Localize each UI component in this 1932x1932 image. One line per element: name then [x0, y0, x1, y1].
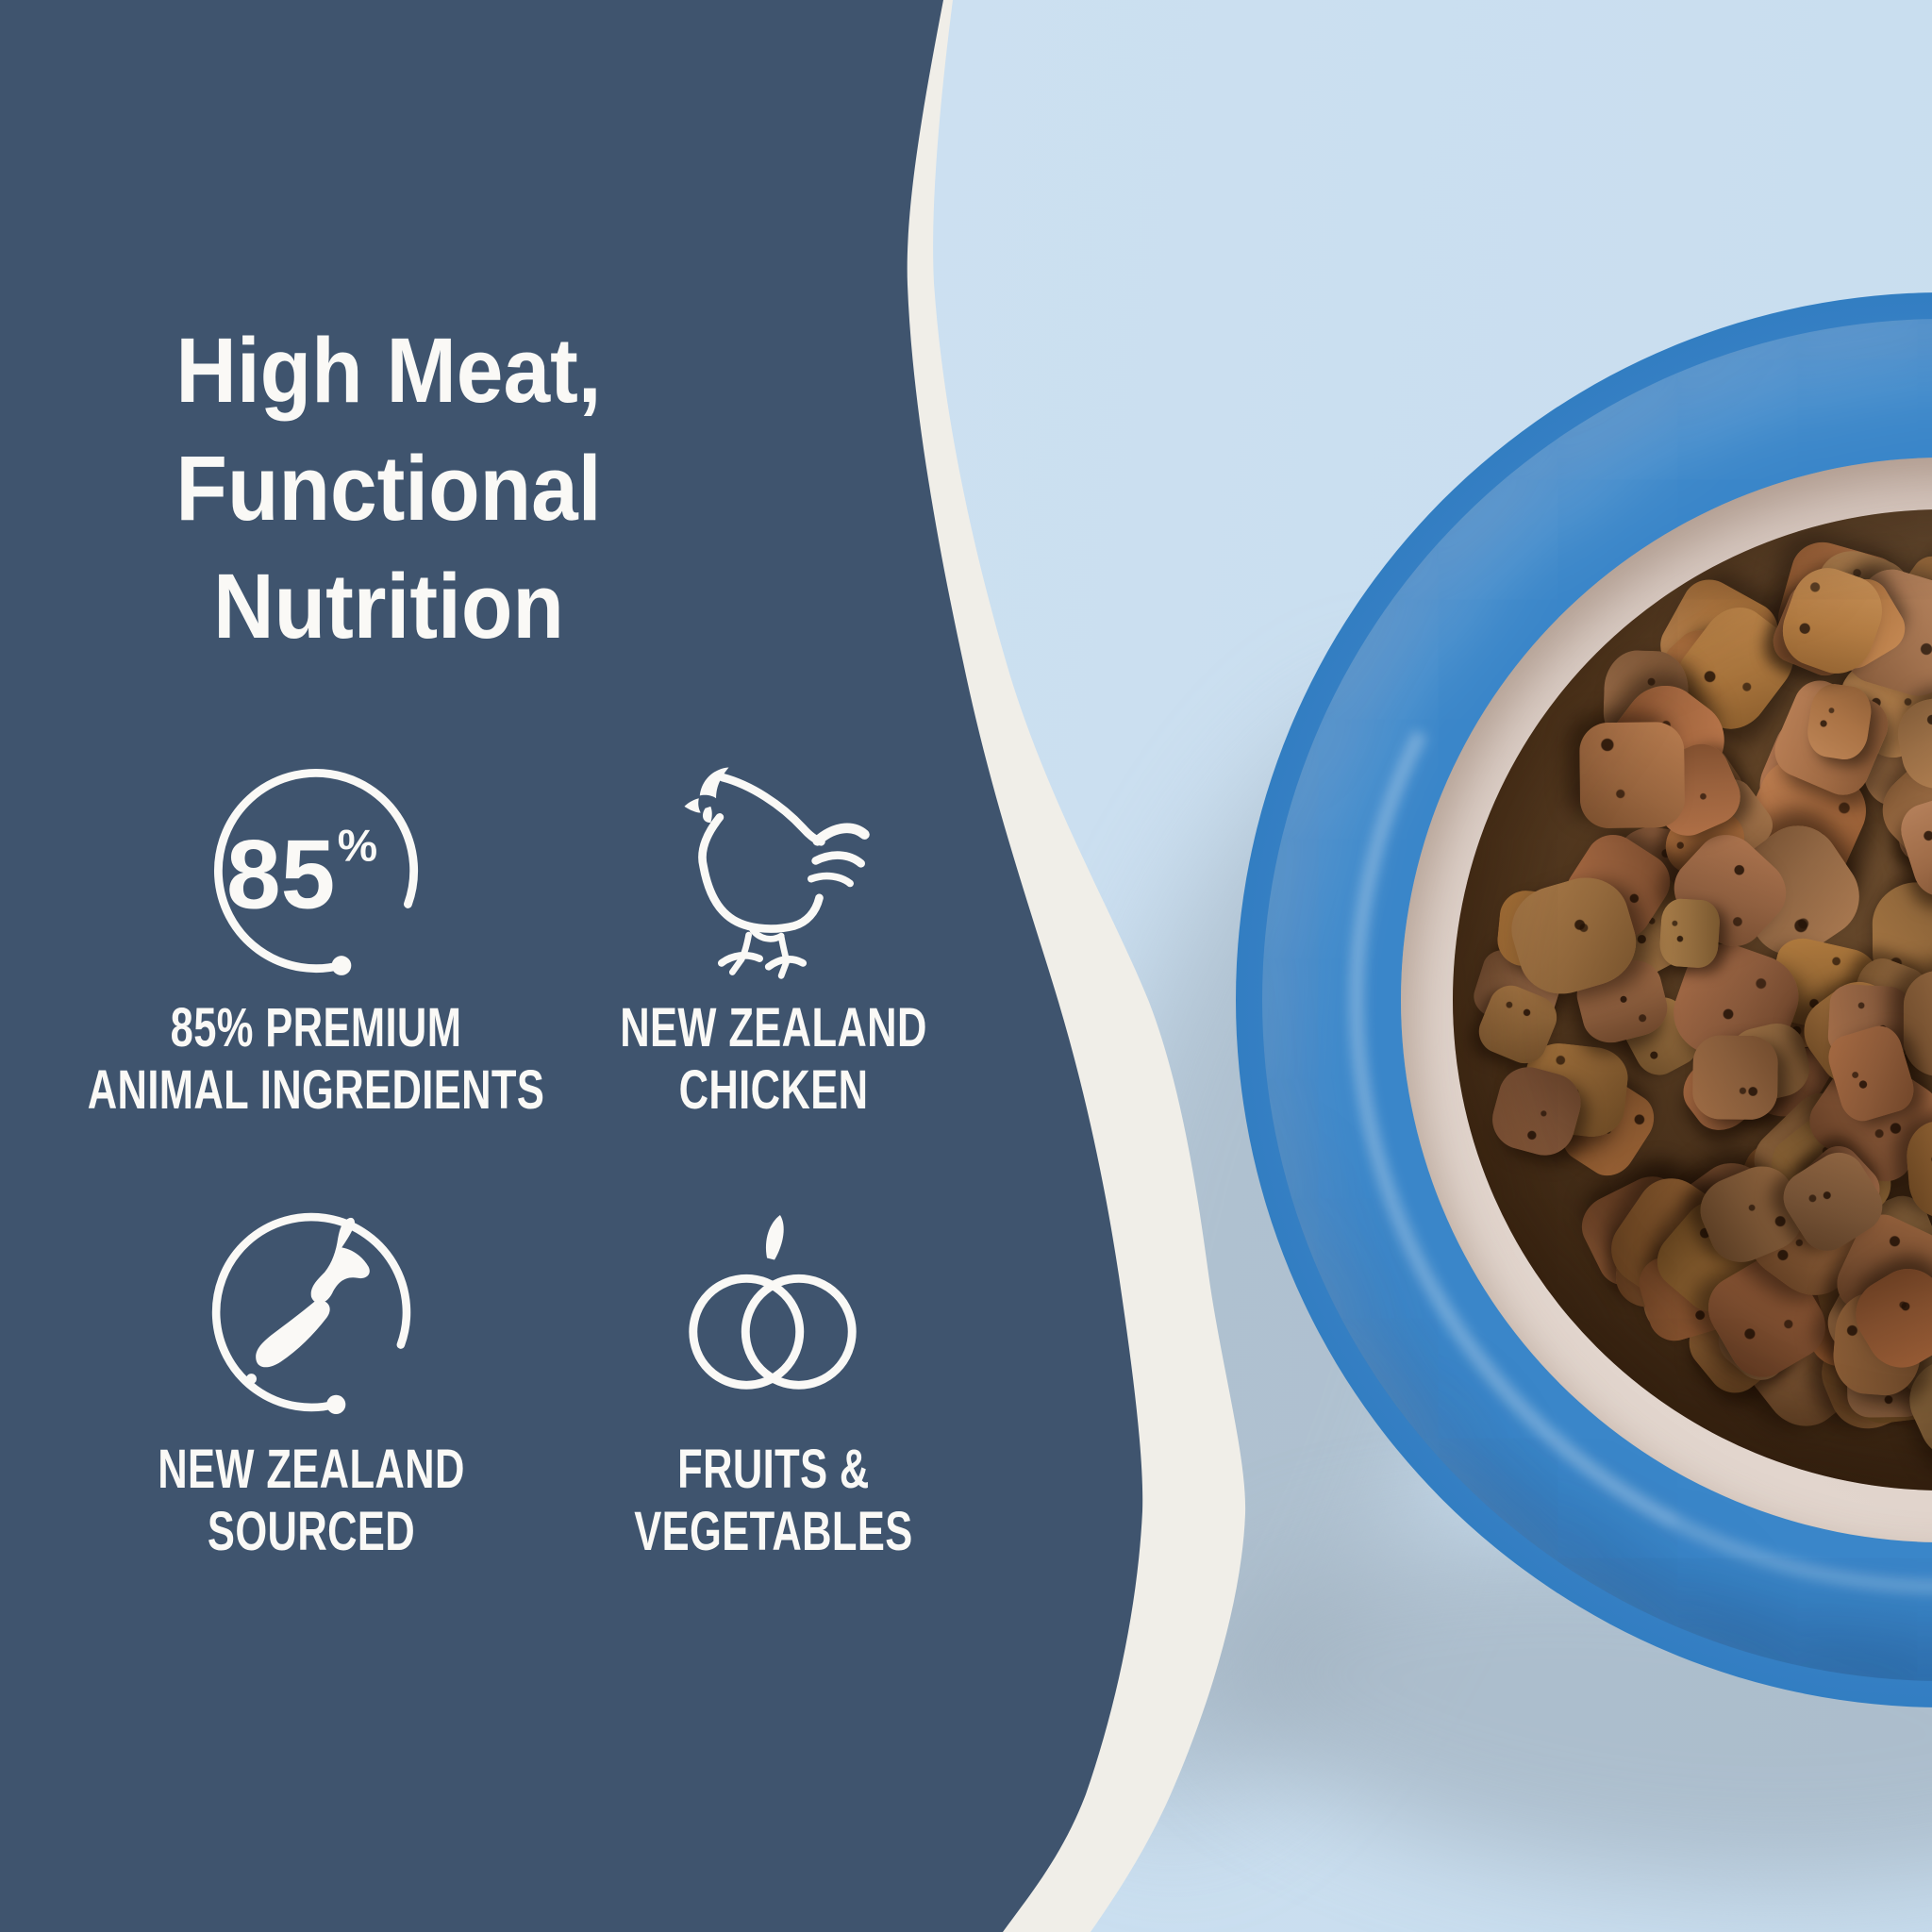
- feature-new-zealand-sourced: NEW ZEALAND SOURCED: [85, 1196, 538, 1563]
- info-panel-shape: [0, 0, 1143, 1932]
- feature-label-line-1: NEW ZEALAND: [158, 1439, 465, 1500]
- feature-label: NEW ZEALAND SOURCED: [107, 1439, 516, 1563]
- feature-label-line-1: 85% PREMIUM: [170, 997, 462, 1058]
- feature-label-line-1: FRUITS &: [677, 1439, 870, 1500]
- feature-label-line-2: SOURCED: [207, 1501, 416, 1562]
- feature-new-zealand-chicken: NEW ZEALAND CHICKEN: [547, 755, 1000, 1122]
- feature-label: FRUITS & VEGETABLES: [588, 1439, 959, 1563]
- 85-percent-badge-icon: 85 %: [208, 755, 424, 986]
- chicken-icon: [673, 755, 875, 986]
- feature-label-line-1: NEW ZEALAND: [620, 997, 927, 1058]
- feature-label-line-2: VEGETABLES: [634, 1501, 913, 1562]
- feature-fruits-vegetables: FRUITS & VEGETABLES: [547, 1196, 1000, 1563]
- new-zealand-map-icon: [207, 1196, 416, 1427]
- headline-line-3: Nutrition: [213, 555, 564, 658]
- feature-label: 85% PREMIUM ANIMAL INGREDIENTS: [11, 997, 621, 1122]
- feature-label-line-2: CHICKEN: [678, 1059, 869, 1121]
- badge-value: 85: [226, 819, 335, 928]
- feature-label: NEW ZEALAND CHICKEN: [569, 997, 978, 1122]
- headline: High Meat, Functional Nutrition: [96, 311, 681, 665]
- headline-line-1: High Meat,: [175, 319, 602, 422]
- pumpkin-icon: [671, 1196, 876, 1427]
- badge-unit: %: [338, 821, 377, 871]
- feature-premium-animal-ingredients: 85 % 85% PREMIUM ANIMAL INGREDIENTS: [88, 755, 544, 1122]
- feature-label-line-2: ANIMAL INGREDIENTS: [87, 1059, 545, 1121]
- headline-line-2: Functional: [175, 437, 602, 540]
